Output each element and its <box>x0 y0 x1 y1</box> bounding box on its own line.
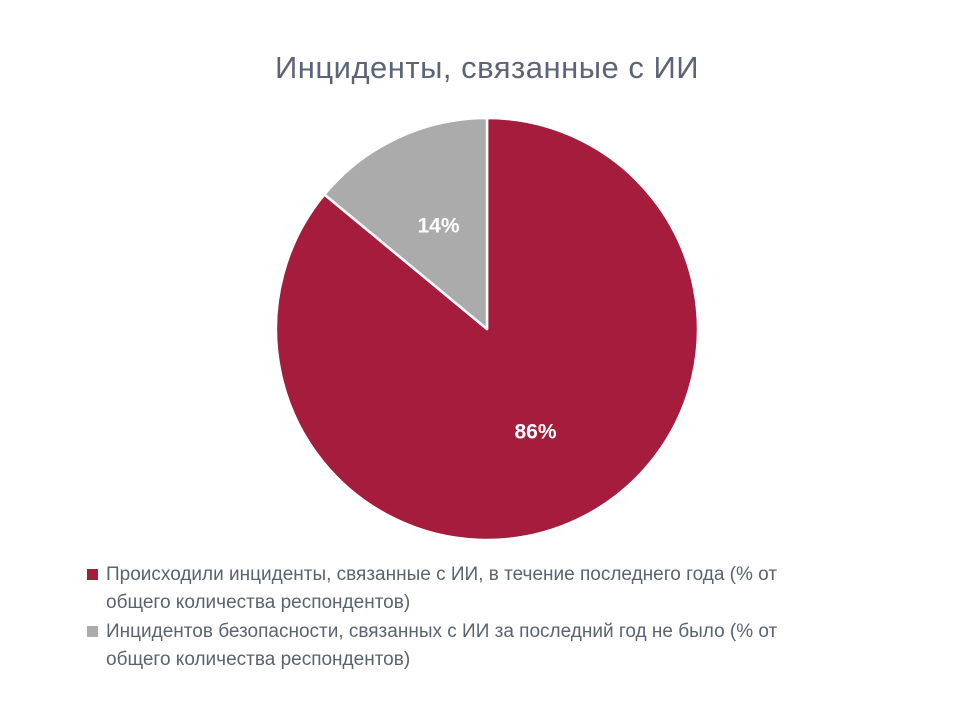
legend-item-label: Происходили инциденты, связанные с ИИ, в… <box>106 564 778 613</box>
legend-item-label: Инцидентов безопасности, связанных с ИИ … <box>106 621 778 670</box>
pie-data-label-0: 86% <box>514 421 556 444</box>
chart-legend: Происходили инциденты, связанные с ИИ, в… <box>87 561 887 675</box>
chart-title: Инциденты, связанные с ИИ <box>274 50 700 85</box>
pie-slice-1 <box>323 116 489 331</box>
legend-item: Происходили инциденты, связанные с ИИ, в… <box>87 561 887 617</box>
pie-data-label-1: 14% <box>417 214 459 237</box>
legend-item: Инцидентов безопасности, связанных с ИИ … <box>87 618 887 674</box>
legend-marker-square-icon <box>87 569 98 580</box>
legend-marker-square-icon <box>87 626 98 637</box>
